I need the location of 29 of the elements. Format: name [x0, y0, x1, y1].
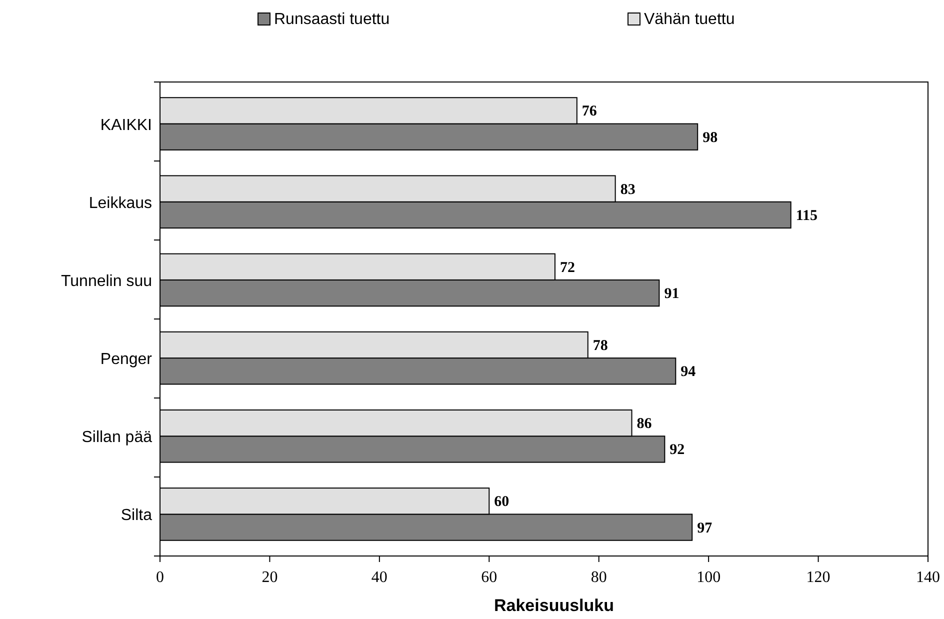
legend-label: Runsaasti tuettu: [274, 11, 390, 28]
data-label: 94: [680, 364, 696, 380]
x-tick-label: 80: [590, 569, 607, 586]
data-label: 60: [494, 494, 510, 510]
data-label: 92: [670, 442, 685, 458]
data-label: 97: [697, 520, 713, 536]
data-label: 78: [592, 338, 608, 354]
x-tick-label: 40: [371, 569, 388, 586]
y-tick-label: Silta: [120, 507, 152, 524]
x-tick-label: 0: [156, 569, 164, 586]
data-label: 86: [636, 416, 652, 432]
data-label: 98: [702, 130, 718, 146]
y-tick-label: Sillan pää: [82, 429, 152, 446]
data-label: 115: [796, 208, 818, 224]
y-tick-label: Tunnelin suu: [60, 272, 152, 290]
x-axis-title: Rakeisuusluku: [494, 596, 614, 615]
y-tick-label: KAIKKI: [100, 116, 152, 134]
x-tick-label: 120: [806, 569, 830, 586]
legend-label: Vähän tuettu: [644, 11, 735, 28]
y-tick-label: Penger: [100, 351, 153, 368]
data-label: 91: [664, 286, 680, 302]
x-tick-label: 60: [481, 569, 498, 586]
y-tick-label: Leikkaus: [88, 194, 152, 212]
data-label: 72: [560, 260, 575, 276]
x-tick-label: 140: [916, 569, 940, 586]
data-label: 83: [620, 182, 636, 198]
data-label: 76: [582, 104, 598, 120]
x-tick-label: 20: [262, 569, 278, 586]
x-tick-label: 100: [696, 569, 721, 586]
